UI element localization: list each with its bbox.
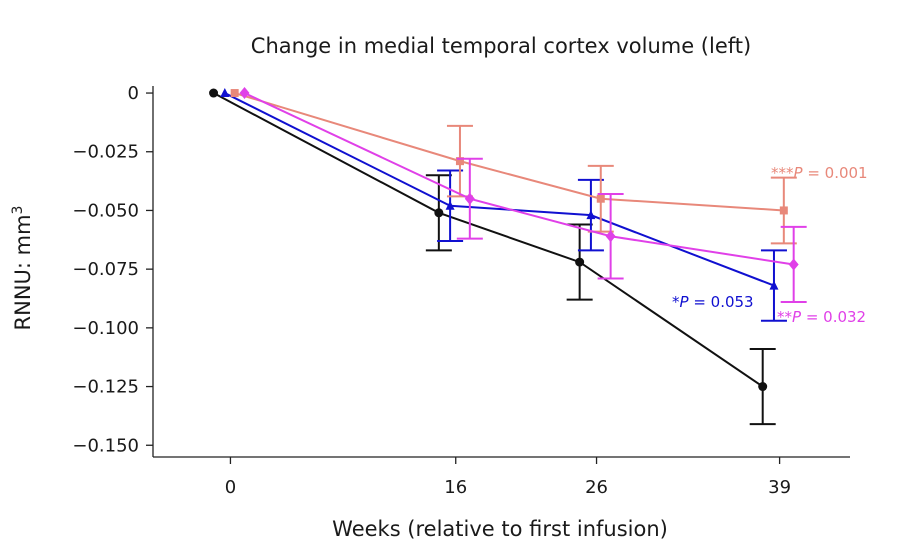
x-ticks: 0 16 26 39: [225, 457, 791, 498]
annotation-p-032-stars: **: [777, 308, 793, 326]
series-line: [213, 92, 764, 388]
x-axis-label: Weeks (relative to first infusion): [332, 517, 668, 541]
data-point-triangle: [769, 280, 779, 290]
annotation-p-001-stars: ***: [771, 164, 794, 182]
x-tick-label: 16: [444, 477, 467, 498]
data-point-square: [230, 89, 239, 98]
series-circle: [209, 88, 776, 426]
annotation-p-053: *P = 0.053: [672, 293, 754, 311]
annotation-p-001-p: P: [794, 164, 804, 182]
annotation-p-032-value: = 0.032: [801, 308, 866, 326]
annotation-p-001-value: = 0.001: [803, 164, 868, 182]
y-tick-label: −0.125: [72, 377, 139, 398]
data-point-circle: [434, 208, 444, 218]
y-tick-label: −0.050: [72, 200, 139, 221]
data-point-circle: [209, 88, 219, 98]
data-point-diamond: [239, 87, 250, 100]
x-tick-label: 0: [225, 477, 236, 498]
y-axis-label-superscript: 3: [10, 206, 26, 215]
data-point-triangle: [220, 88, 230, 98]
y-tick-label: −0.075: [72, 259, 139, 280]
series-diamond: [239, 87, 807, 304]
annotation-p-053-value: = 0.053: [689, 293, 754, 311]
x-tick-label: 39: [768, 477, 791, 498]
series-group: [209, 87, 807, 426]
y-tick-label: −0.025: [72, 142, 139, 163]
x-tick-label: 26: [585, 477, 608, 498]
y-axis-label: RNNU: mm3: [10, 206, 35, 331]
y-tick-label: −0.150: [72, 435, 139, 456]
annotation-p-053-p: P: [680, 293, 690, 311]
y-ticks: 0 −0.025 −0.050 −0.075 −0.100 −0.125 −0.150: [72, 83, 153, 456]
svg-text:RNNU: mm3: RNNU: mm3: [10, 206, 35, 331]
data-point-diamond: [464, 192, 475, 205]
series-line: [224, 92, 775, 287]
data-point-diamond: [605, 230, 616, 243]
data-point-square: [455, 157, 464, 166]
data-point-circle: [575, 257, 585, 267]
y-tick-label: −0.100: [72, 318, 139, 339]
y-tick-label: 0: [128, 83, 139, 104]
series-triangle: [220, 88, 787, 322]
annotation-p-032-p: P: [792, 308, 802, 326]
data-point-square: [779, 206, 788, 215]
series-square: [230, 89, 797, 245]
data-point-circle: [758, 382, 768, 392]
data-point-triangle: [445, 200, 455, 210]
data-point-diamond: [788, 258, 799, 271]
chart-title: Change in medial temporal cortex volume …: [251, 34, 751, 58]
y-axis-label-main: RNNU: mm: [11, 214, 35, 330]
series-line: [244, 92, 794, 266]
annotation-p-053-stars: *: [672, 293, 680, 311]
annotation-p-032: **P = 0.032: [777, 308, 866, 326]
annotation-p-001: ***P = 0.001: [771, 164, 868, 182]
data-point-triangle: [586, 210, 596, 220]
series-line: [234, 92, 784, 212]
data-point-square: [596, 194, 605, 203]
